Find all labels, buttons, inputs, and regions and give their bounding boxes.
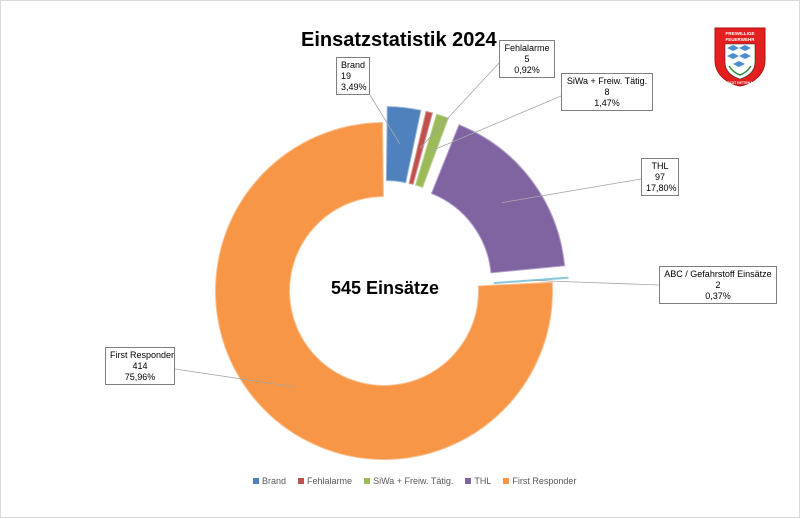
legend-label-brand: Brand [262, 476, 287, 486]
legend-swatch-brand [253, 478, 259, 484]
emblem-blue-lozenges [727, 45, 751, 67]
callout-brand-count: 19 [341, 71, 352, 81]
callout-abc-category: ABC / Gefahrstoff Einsätze [664, 269, 772, 279]
callout-fehlalarme-count: 5 [524, 54, 530, 64]
callout-fehlalarme-category: Fehlalarme [504, 43, 550, 53]
callout-brand-percent: 3,49% [341, 82, 367, 92]
emblem-top-text: FREIWILLIGE [726, 31, 755, 36]
leader-line-brand [369, 94, 401, 145]
emblem-mid-text: FEUERWEHR [726, 37, 756, 42]
callout-abc-count: 2 [715, 280, 721, 290]
chart-title: Einsatzstatistik 2024 [301, 29, 497, 51]
callout-siwa-count: 8 [604, 87, 610, 97]
callout-siwa-category: SiWa + Freiw. Tätig. [566, 76, 648, 86]
legend-label-fehlalarme: Fehlalarme [307, 476, 353, 486]
legend-swatch-siwa [364, 478, 371, 484]
leader-line-abc [531, 279, 660, 286]
donut-center-label: 545 Einsätze [331, 278, 440, 298]
chart-legend: Brand Fehlalarme SiWa + Freiw. Tätig. TH… [253, 476, 576, 486]
legend-item-first-responder: First Responder [503, 476, 576, 486]
callout-fehlalarme: Fehlalarme 5 0,92% [499, 40, 555, 78]
callout-thl-percent: 17,80% [646, 183, 677, 193]
callout-first-responder: First Responder 414 75,96% [105, 347, 175, 385]
emblem-green-wreath [728, 65, 752, 76]
legend-item-thl: THL [465, 476, 491, 486]
callout-first-responder-count: 414 [132, 361, 148, 371]
callout-thl: THL 97 17,80% [641, 158, 679, 196]
emblem-top-banner [717, 30, 763, 42]
legend-swatch-thl [465, 478, 472, 484]
callout-first-responder-percent: 75,96% [124, 372, 156, 382]
callout-fehlalarme-percent: 0,92% [514, 65, 540, 75]
leader-line-fehlalarme [419, 62, 500, 149]
legend-item-fehlalarme: Fehlalarme [298, 476, 352, 486]
callout-thl-count: 97 [654, 172, 665, 182]
callout-siwa-percent: 1,47% [594, 98, 620, 108]
callout-abc-percent: 0,37% [705, 291, 731, 301]
callout-siwa: SiWa + Freiw. Tätig. 8 1,47% [561, 73, 653, 111]
callout-thl-category: THL [651, 161, 669, 171]
callout-brand: Brand 19 3,49% [336, 57, 370, 95]
callout-abc: ABC / Gefahrstoff Einsätze 2 0,37% [659, 266, 777, 304]
leader-line-thl [502, 178, 642, 203]
emblem-bottom-text: STADT NITTENAU [725, 81, 756, 85]
legend-label-siwa: SiWa + Freiw. Tätig. [373, 476, 454, 486]
leader-line-siwa [430, 95, 562, 152]
donut-slice-brand [385, 106, 422, 184]
legend-label-first-responder: First Responder [512, 476, 577, 486]
leader-line-first-responder [174, 368, 294, 388]
legend-item-siwa: SiWa + Freiw. Tätig. [364, 476, 453, 486]
callout-brand-category: Brand [341, 60, 366, 70]
legend-swatch-first-responder [503, 478, 510, 484]
legend-label-thl: THL [474, 476, 492, 486]
fire-brigade-emblem: FREIWILLIGE FEUERWEHR STADT NITTENAU [714, 27, 766, 87]
callout-first-responder-category: First Responder [110, 350, 175, 360]
donut-slice-thl [430, 124, 566, 274]
donut-slice-first-responder [215, 121, 553, 460]
legend-swatch-fehlalarme [298, 478, 305, 484]
legend-item-brand: Brand [253, 476, 286, 486]
